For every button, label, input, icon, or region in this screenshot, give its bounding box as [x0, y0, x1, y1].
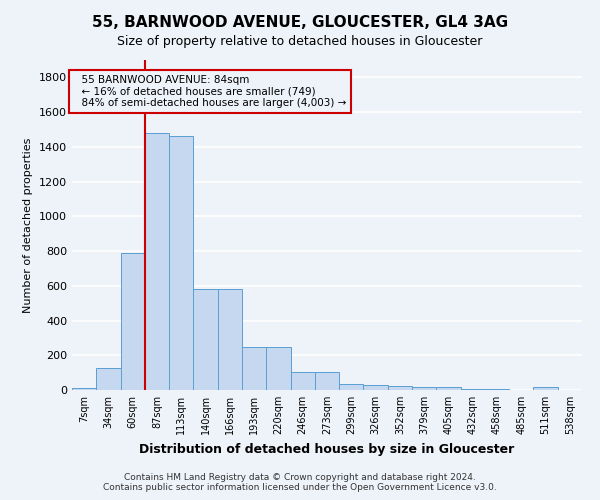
- Text: Contains HM Land Registry data © Crown copyright and database right 2024.
Contai: Contains HM Land Registry data © Crown c…: [103, 473, 497, 492]
- Bar: [485, 389, 509, 390]
- Bar: [242, 348, 266, 390]
- Bar: [364, 385, 388, 390]
- Bar: [388, 386, 412, 390]
- Text: Size of property relative to detached houses in Gloucester: Size of property relative to detached ho…: [118, 35, 482, 48]
- Bar: [169, 136, 193, 390]
- Bar: [461, 389, 485, 390]
- Bar: [145, 133, 169, 390]
- Bar: [533, 388, 558, 390]
- Bar: [315, 372, 339, 390]
- Bar: [218, 290, 242, 390]
- Bar: [339, 384, 364, 390]
- Bar: [193, 290, 218, 390]
- Bar: [96, 368, 121, 390]
- Bar: [436, 386, 461, 390]
- Bar: [72, 388, 96, 390]
- Bar: [266, 348, 290, 390]
- Bar: [290, 372, 315, 390]
- Bar: [121, 253, 145, 390]
- Text: 55 BARNWOOD AVENUE: 84sqm
  ← 16% of detached houses are smaller (749)
  84% of : 55 BARNWOOD AVENUE: 84sqm ← 16% of detac…: [74, 75, 346, 108]
- Bar: [412, 386, 436, 390]
- X-axis label: Distribution of detached houses by size in Gloucester: Distribution of detached houses by size …: [139, 442, 515, 456]
- Text: 55, BARNWOOD AVENUE, GLOUCESTER, GL4 3AG: 55, BARNWOOD AVENUE, GLOUCESTER, GL4 3AG: [92, 15, 508, 30]
- Y-axis label: Number of detached properties: Number of detached properties: [23, 138, 34, 312]
